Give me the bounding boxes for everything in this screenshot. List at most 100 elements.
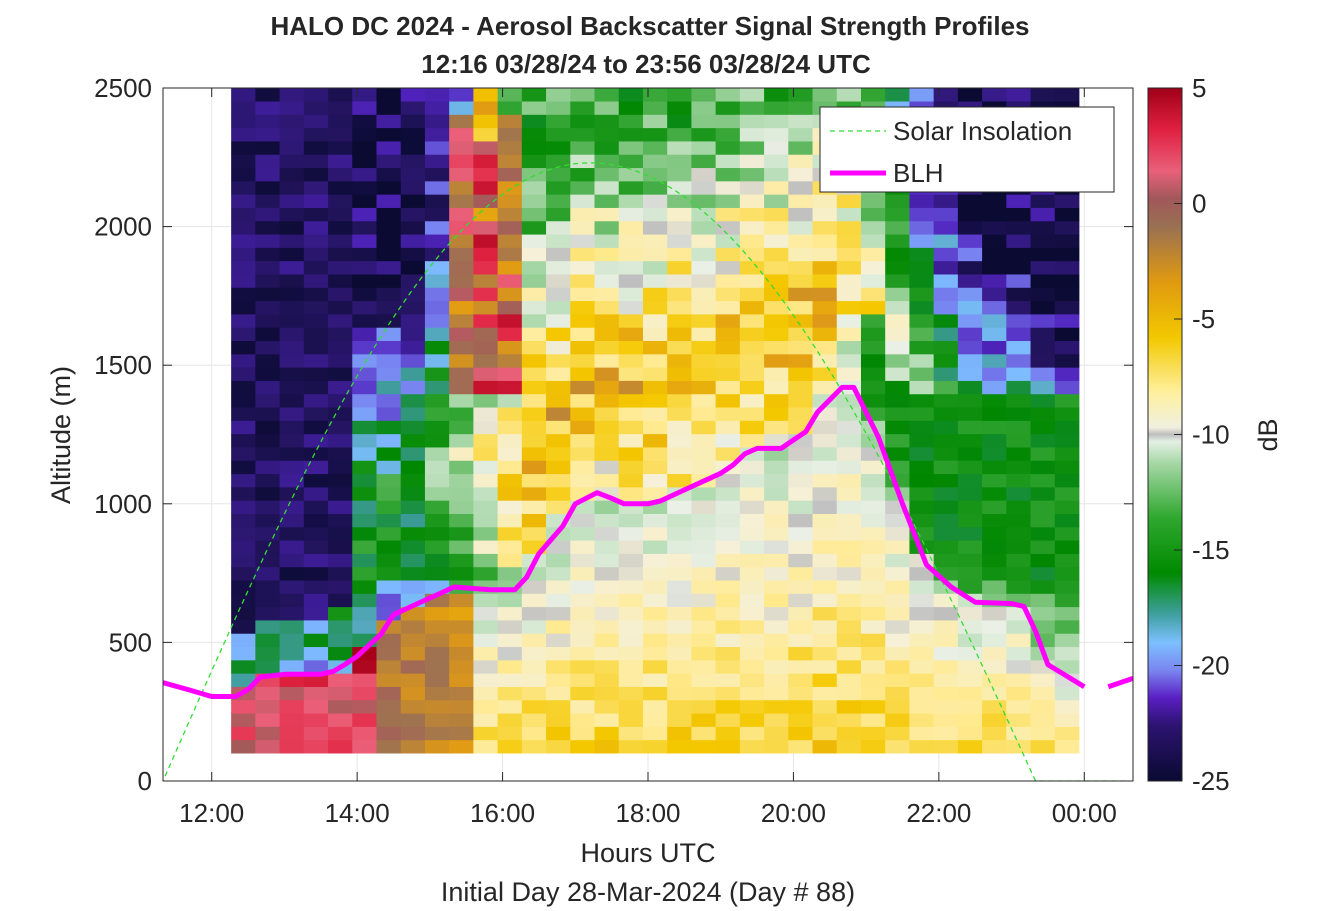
heatmap-cell (376, 367, 402, 381)
heatmap-cell (521, 194, 547, 208)
heatmap-cell (715, 620, 741, 634)
heatmap-cell (328, 500, 353, 514)
heatmap-cell (231, 699, 256, 714)
heatmap-cell (667, 713, 692, 727)
heatmap-cell (449, 673, 474, 687)
heatmap-cell (473, 686, 499, 701)
heatmap-cell (1054, 194, 1080, 208)
heatmap-cell (691, 367, 717, 381)
heatmap-cell (909, 593, 935, 608)
heatmap-cell (521, 500, 547, 514)
heatmap-cell (667, 220, 692, 235)
heatmap-cell (788, 141, 813, 155)
heatmap-cell (933, 433, 959, 448)
heatmap-cell (570, 646, 595, 661)
heatmap-cell (812, 726, 838, 741)
heatmap-cell (957, 300, 983, 315)
heatmap-cell (691, 314, 717, 328)
heatmap-cell (642, 633, 668, 648)
heatmap-cell (885, 407, 910, 421)
heatmap-cell (764, 486, 789, 501)
heatmap-cell (764, 620, 789, 634)
heatmap-cell (400, 167, 426, 182)
heatmap-cell (279, 127, 305, 142)
heatmap-cell (764, 114, 789, 129)
heatmap-cell (691, 180, 717, 195)
heatmap-cell (1054, 593, 1080, 608)
heatmap-cell (303, 207, 329, 222)
heatmap-cell (909, 234, 935, 248)
heatmap-cell (909, 659, 935, 674)
heatmap-cell (231, 340, 256, 355)
heatmap-cell (255, 433, 280, 448)
heatmap-cell (909, 673, 935, 687)
heatmap-cell (982, 460, 1007, 475)
heatmap-cell (1006, 673, 1031, 687)
heatmap-cell (667, 566, 692, 581)
heatmap-cell (546, 167, 571, 182)
heatmap-cell (764, 526, 789, 541)
heatmap-cell (715, 433, 741, 448)
heatmap-cell (594, 699, 620, 714)
heatmap-cell (231, 713, 256, 727)
heatmap-cell (642, 460, 668, 475)
heatmap-cell (982, 553, 1007, 568)
heatmap-cell (546, 699, 571, 714)
heatmap-cell (255, 340, 280, 355)
heatmap-cell (764, 460, 789, 475)
heatmap-cell (1054, 327, 1080, 342)
heatmap-cell (352, 220, 377, 235)
heatmap-cell (376, 380, 402, 395)
heatmap-cell (739, 380, 765, 395)
heatmap-cell (473, 314, 499, 328)
x-axis-sublabel: Initial Day 28-Mar-2024 (Day # 88) (441, 877, 855, 907)
heatmap-cell (812, 300, 838, 315)
heatmap-cell (812, 646, 838, 661)
heatmap-cell (618, 420, 644, 435)
heatmap-cell (909, 88, 935, 102)
heatmap-cell (424, 646, 450, 661)
heatmap-cell (546, 447, 571, 461)
heatmap-cell (400, 393, 426, 408)
heatmap-cell (546, 540, 571, 554)
heatmap-cell (400, 114, 426, 129)
heatmap-cell (328, 686, 353, 701)
heatmap-cell (231, 287, 256, 302)
heatmap-cell (1054, 260, 1080, 275)
heatmap-cell (909, 287, 935, 302)
heatmap-cell (812, 220, 838, 235)
heatmap-cell (231, 353, 256, 368)
heatmap-cell (1054, 566, 1080, 581)
heatmap-cell (739, 593, 765, 608)
heatmap-cell (400, 739, 426, 754)
heatmap-cell (1030, 380, 1056, 395)
heatmap-cell (691, 274, 717, 288)
heatmap-cell (546, 274, 571, 288)
heatmap-cell (279, 114, 305, 129)
heatmap-cell (860, 673, 886, 687)
heatmap-cell (279, 726, 305, 741)
heatmap-cell (764, 726, 789, 741)
heatmap-cell (328, 713, 353, 727)
heatmap-cell (618, 673, 644, 687)
heatmap-cell (594, 247, 620, 262)
heatmap-cell (1030, 713, 1056, 727)
heatmap-cell (546, 114, 571, 129)
heatmap-cell (231, 167, 256, 182)
heatmap-cell (739, 247, 765, 262)
heatmap-cell (691, 393, 717, 408)
heatmap-cell (449, 659, 474, 674)
heatmap-cell (594, 686, 620, 701)
heatmap-cell (279, 314, 305, 328)
heatmap-cell (352, 460, 377, 475)
heatmap-cell (400, 353, 426, 368)
heatmap-cell (449, 247, 474, 262)
heatmap-cell (715, 127, 741, 142)
heatmap-cell (1054, 686, 1080, 701)
heatmap-cell (691, 606, 717, 621)
heatmap-cell (546, 194, 571, 208)
heatmap-cell (739, 739, 765, 754)
heatmap-cell (1006, 194, 1031, 208)
heatmap-cell (473, 553, 499, 568)
heatmap-cell (570, 367, 595, 381)
